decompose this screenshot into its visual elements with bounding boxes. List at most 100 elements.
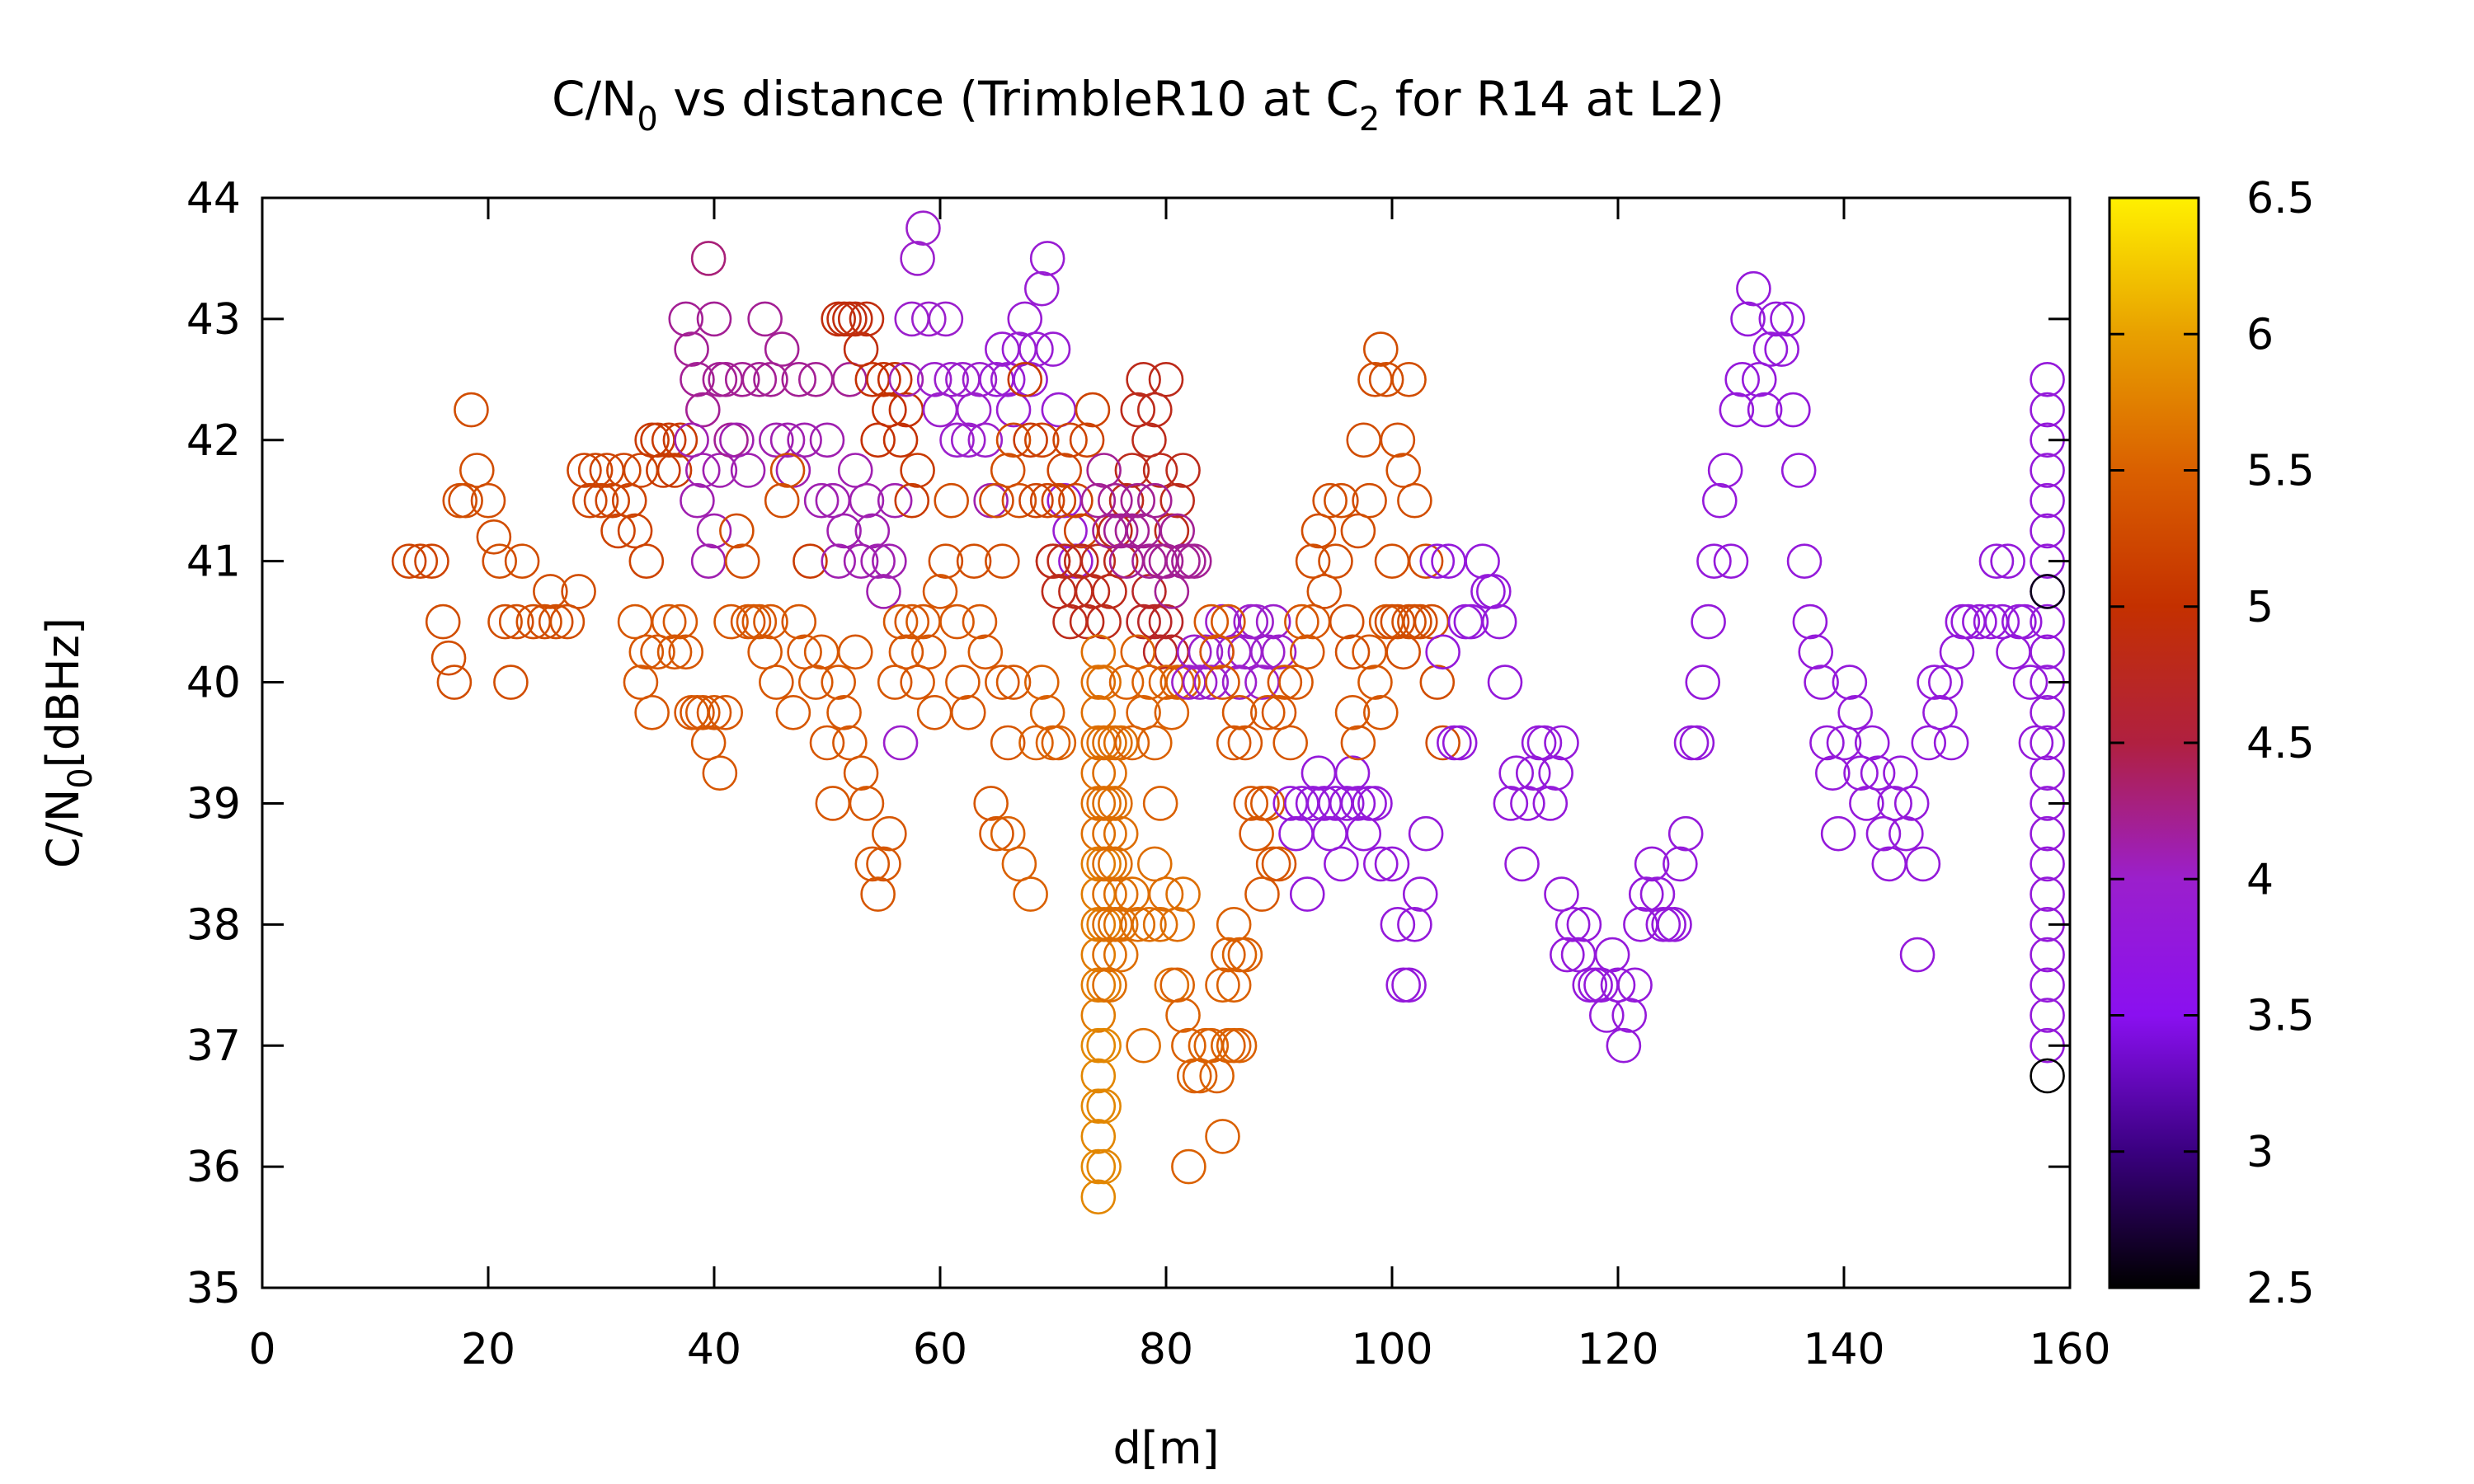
- data-point: [1080, 755, 1117, 791]
- data-point: [1171, 1148, 1206, 1185]
- data-point: [888, 362, 924, 397]
- data-point: [640, 634, 675, 670]
- colorbar-tick-label: 4: [2246, 855, 2274, 904]
- data-point: [1137, 725, 1173, 761]
- data-point: [962, 362, 998, 397]
- data-point: [990, 453, 1026, 488]
- data-point: [1182, 1058, 1218, 1094]
- data-point: [2030, 603, 2065, 640]
- data-point: [1707, 453, 1743, 488]
- data-point: [950, 694, 986, 730]
- data-point: [1092, 876, 1127, 912]
- data-point: [2030, 876, 2065, 912]
- data-point: [1397, 603, 1432, 640]
- data-point: [1069, 603, 1105, 640]
- y-axis-label: C/N0[dBHz]: [37, 618, 100, 868]
- data-point: [1098, 786, 1133, 821]
- data-point: [1996, 634, 2031, 670]
- data-point: [1425, 634, 1460, 670]
- data-point: [470, 482, 506, 519]
- data-point: [1832, 665, 1868, 700]
- data-point: [1182, 665, 1218, 700]
- data-point: [1917, 665, 1952, 700]
- data-point: [1871, 846, 1907, 882]
- data-point: [1334, 694, 1371, 730]
- data-point: [668, 301, 704, 337]
- data-point: [900, 241, 935, 276]
- data-point: [583, 482, 619, 519]
- data-point: [1634, 846, 1670, 882]
- data-point: [1990, 543, 2025, 579]
- data-point: [414, 543, 449, 579]
- data-point: [1888, 815, 1924, 852]
- data-point: [1024, 665, 1060, 700]
- data-point: [1227, 725, 1263, 761]
- data-points: [391, 210, 2065, 1215]
- data-point: [680, 482, 715, 519]
- data-point: [1691, 603, 1726, 640]
- data-point: [476, 519, 512, 555]
- data-point: [1092, 755, 1127, 791]
- data-point: [1126, 362, 1161, 397]
- data-point: [1080, 998, 1117, 1033]
- data-point: [1736, 270, 1771, 307]
- data-point: [1221, 665, 1258, 700]
- data-point: [877, 665, 913, 700]
- data-point: [1419, 665, 1456, 700]
- data-point: [1741, 362, 1777, 397]
- data-point: [1142, 786, 1178, 821]
- data-point: [1334, 634, 1371, 670]
- data-point: [1052, 513, 1088, 549]
- data-point: [939, 603, 975, 640]
- data-point: [454, 392, 489, 428]
- data-point: [2030, 694, 2065, 730]
- data-point: [527, 603, 562, 640]
- data-point: [1103, 907, 1139, 942]
- data-point: [1080, 694, 1117, 730]
- y-tick-label: 36: [186, 1143, 241, 1192]
- colorbar-tick-label: 3: [2246, 1128, 2274, 1177]
- data-point: [684, 694, 721, 730]
- data-point: [2030, 392, 2065, 428]
- data-point: [1221, 694, 1258, 730]
- data-point: [1098, 482, 1133, 519]
- data-point: [1798, 634, 1834, 670]
- data-point: [1080, 543, 1117, 579]
- data-point: [1978, 543, 2015, 579]
- data-point: [809, 725, 845, 761]
- data-point: [1538, 755, 1573, 791]
- data-point: [747, 634, 783, 670]
- data-point: [606, 453, 642, 488]
- data-point: [888, 634, 924, 670]
- data-point: [617, 603, 653, 640]
- data-point: [1663, 846, 1698, 882]
- data-point: [860, 422, 896, 458]
- data-point: [1131, 574, 1167, 609]
- data-point: [1041, 482, 1077, 519]
- data-point: [866, 362, 901, 397]
- data-point: [2018, 725, 2054, 761]
- data-point: [769, 453, 806, 488]
- data-point: [1962, 603, 1997, 640]
- data-point: [1261, 694, 1297, 730]
- data-point: [628, 634, 665, 670]
- data-point: [1476, 574, 1512, 609]
- data-point: [1504, 846, 1540, 882]
- data-point: [759, 665, 794, 700]
- data-point: [1041, 725, 1077, 761]
- data-point: [1227, 937, 1263, 973]
- data-point: [1363, 694, 1399, 730]
- data-point: [872, 815, 907, 852]
- data-point: [769, 422, 806, 458]
- data-point: [866, 846, 901, 882]
- data-point: [2030, 1058, 2065, 1094]
- data-point: [1211, 603, 1246, 640]
- x-tick-label: 80: [1139, 1325, 1193, 1374]
- data-point: [1849, 786, 1884, 821]
- data-point: [1357, 786, 1393, 821]
- data-point: [809, 422, 845, 458]
- y-tick-label: 38: [186, 900, 241, 950]
- data-point: [843, 755, 879, 791]
- data-point: [1058, 482, 1094, 519]
- data-point: [1487, 665, 1523, 700]
